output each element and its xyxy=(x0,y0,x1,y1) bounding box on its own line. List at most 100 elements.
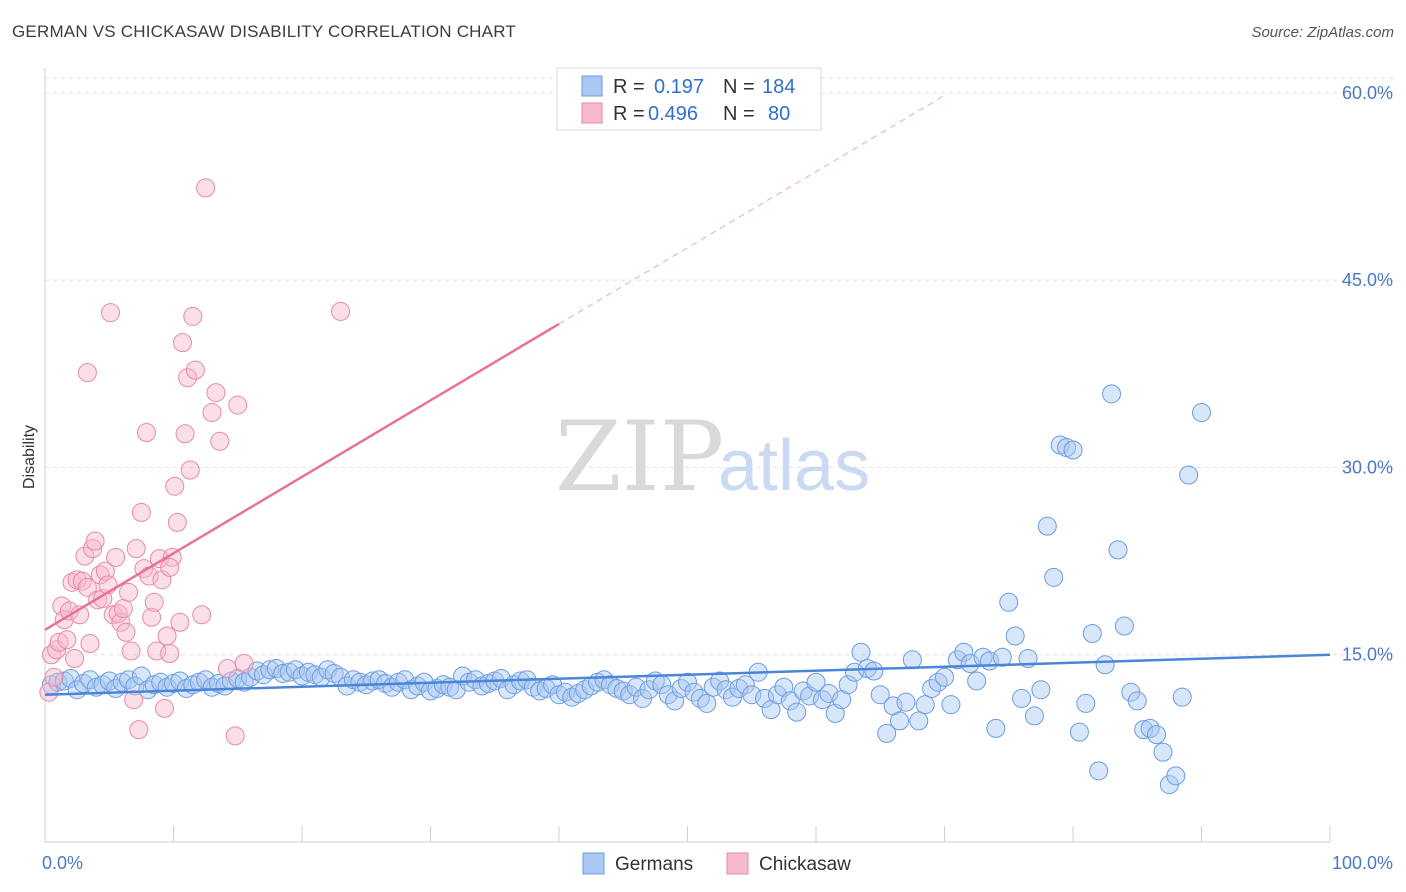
point-germans xyxy=(909,711,929,731)
point-chickasaw xyxy=(65,648,85,668)
point-chickasaw xyxy=(192,605,212,625)
point-germans xyxy=(896,692,916,712)
legend-n-germans: 184 xyxy=(762,76,795,98)
point-chickasaw xyxy=(183,306,203,326)
point-chickasaw xyxy=(210,431,230,451)
point-germans xyxy=(1044,567,1064,587)
point-chickasaw xyxy=(47,640,67,660)
point-chickasaw xyxy=(113,599,133,619)
point-germans xyxy=(678,672,697,692)
point-germans xyxy=(1095,655,1115,675)
legend-n-label-chickasaw: N = xyxy=(723,103,755,125)
trend-line-chickasaw-extension xyxy=(558,94,945,325)
point-chickasaw xyxy=(155,698,175,718)
point-chickasaw xyxy=(160,557,180,577)
point-chickasaw xyxy=(80,634,100,654)
x-ticks xyxy=(44,826,1331,842)
point-chickasaw xyxy=(185,360,205,380)
point-germans xyxy=(324,663,344,683)
point-chickasaw xyxy=(49,632,69,652)
point-chickasaw xyxy=(85,531,105,551)
point-chickasaw xyxy=(39,682,59,702)
point-germans xyxy=(1082,624,1102,644)
point-chickasaw xyxy=(101,303,121,323)
point-chickasaw xyxy=(217,658,237,678)
point-germans xyxy=(697,693,717,713)
trend-line-chickasaw xyxy=(44,322,560,631)
point-chickasaw xyxy=(206,383,226,403)
point-germans xyxy=(1102,384,1122,404)
grid xyxy=(45,77,1393,656)
bottom-legend-label-germans: Germans xyxy=(615,854,693,875)
point-chickasaw xyxy=(234,653,254,673)
point-chickasaw xyxy=(178,368,198,388)
point-germans xyxy=(928,672,948,692)
point-germans xyxy=(1108,540,1128,560)
legend-r-germans: 0.197 xyxy=(654,76,704,98)
point-germans xyxy=(260,660,280,680)
legend-r-label-germans: R = xyxy=(613,76,645,98)
point-germans xyxy=(1114,616,1134,636)
point-germans xyxy=(941,695,961,715)
point-chickasaw xyxy=(160,643,180,663)
point-chickasaw xyxy=(126,539,146,559)
point-chickasaw xyxy=(72,571,92,591)
point-germans xyxy=(1166,766,1186,786)
y-tick-label: 30.0% xyxy=(1342,457,1393,477)
point-germans xyxy=(1012,688,1032,708)
point-chickasaw xyxy=(62,572,82,592)
point-chickasaw xyxy=(202,403,222,423)
point-germans xyxy=(935,667,954,687)
point-germans xyxy=(986,718,1006,738)
series-germans xyxy=(41,384,1211,795)
point-germans xyxy=(234,672,254,692)
point-germans xyxy=(1134,720,1154,740)
point-germans xyxy=(992,647,1012,667)
y-tick-labels: 15.0% 30.0% 45.0% 60.0% xyxy=(1342,83,1393,665)
legend: R = 0.197 N = 184 R = 0.496 N = 80 xyxy=(556,67,822,131)
legend-n-label-germans: N = xyxy=(723,76,755,98)
point-chickasaw xyxy=(172,333,192,353)
point-chickasaw xyxy=(90,565,110,585)
legend-swatch-chickasaw xyxy=(581,102,603,124)
x-tick-label-max: 100.0% xyxy=(1332,853,1393,873)
point-chickasaw xyxy=(165,476,185,496)
point-chickasaw xyxy=(228,395,248,415)
point-germans xyxy=(967,671,987,691)
point-chickasaw xyxy=(77,363,97,383)
point-germans xyxy=(806,672,826,692)
point-chickasaw xyxy=(175,424,195,444)
point-germans xyxy=(1127,691,1147,711)
point-chickasaw xyxy=(137,423,157,443)
point-germans xyxy=(742,685,762,705)
point-germans xyxy=(273,663,293,683)
point-germans xyxy=(890,711,910,731)
legend-r-chickasaw: 0.496 xyxy=(648,103,698,125)
point-germans xyxy=(1192,403,1211,423)
point-germans xyxy=(1153,742,1173,762)
point-germans xyxy=(1179,465,1199,485)
bottom-legend-label-chickasaw: Chickasaw xyxy=(759,854,851,875)
bottom-legend-swatch-germans xyxy=(582,852,605,875)
watermark-zip: ZIP xyxy=(555,401,724,513)
point-chickasaw xyxy=(225,726,245,746)
legend-r-label-chickasaw: R = xyxy=(613,103,645,125)
point-germans xyxy=(1024,706,1044,726)
point-germans xyxy=(915,695,935,715)
point-germans xyxy=(690,688,710,708)
bottom-legend: Germans Chickasaw xyxy=(582,852,851,875)
legend-swatch-germans xyxy=(581,75,603,97)
point-chickasaw xyxy=(124,690,144,710)
point-germans xyxy=(80,670,100,690)
point-germans xyxy=(1069,722,1089,742)
point-chickasaw xyxy=(196,178,216,198)
point-germans xyxy=(838,675,858,695)
series-chickasaw xyxy=(39,178,351,746)
point-germans xyxy=(61,668,81,688)
y-tick-label: 15.0% xyxy=(1342,645,1393,665)
point-germans xyxy=(947,650,967,670)
source-label: Source: ZipAtlas.com xyxy=(1251,24,1394,41)
point-germans xyxy=(1031,680,1051,700)
point-germans xyxy=(408,676,428,696)
